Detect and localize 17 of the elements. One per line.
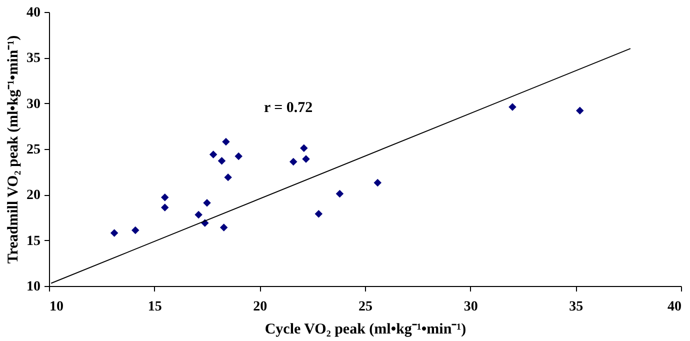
- x-tick-label: 15: [148, 300, 162, 314]
- x-tick-label: 30: [464, 300, 478, 314]
- x-tick-label: 35: [569, 300, 584, 314]
- y-tick-label: 15: [26, 234, 40, 249]
- y-tick-label: 10: [26, 280, 40, 294]
- x-tick-label: 40: [668, 300, 682, 314]
- x-tick-label: 20: [253, 300, 268, 314]
- annotation: r = 0.72: [264, 100, 313, 116]
- y-tick-label: 20: [26, 188, 40, 204]
- y-tick-label: 25: [26, 142, 40, 158]
- x-tick-label: 25: [358, 300, 372, 314]
- y-tick-label: 35: [26, 51, 40, 66]
- x-tick-label: 10: [50, 300, 64, 314]
- y-tick-label: 30: [26, 96, 40, 112]
- x-axis-title: Cycle VO₂ peak (ml•kg⁻¹•min⁻¹): [264, 322, 466, 338]
- y-axis-title: Treadmill VO₂ peak (ml•kg⁻¹•min⁻¹): [6, 35, 22, 264]
- y-tick-label: 40: [26, 6, 40, 20]
